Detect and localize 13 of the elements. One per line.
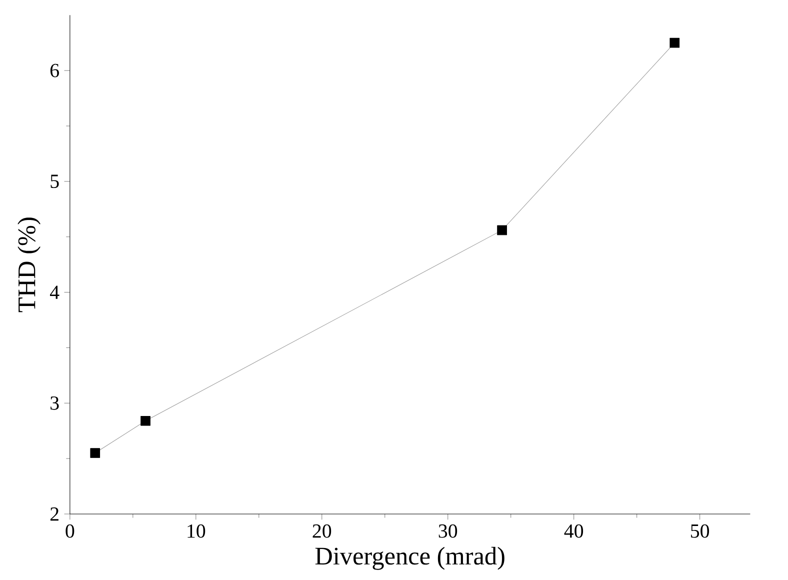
y-tick-label: 4 [50, 286, 60, 299]
y-tick-label: 6 [50, 64, 59, 78]
y-axis-title: THD (%) [18, 218, 40, 312]
x-tick-label: 0 [66, 524, 74, 538]
y-tick-label: 5 [50, 174, 59, 188]
y-tick-label: 3 [50, 396, 59, 410]
x-tick-label: 30 [438, 524, 458, 538]
y-tick-label: 2 [50, 507, 58, 521]
x-tick-label: 20 [312, 524, 332, 538]
x-tick-label: 10 [188, 524, 206, 538]
x-axis-title: Divergence (mrad) [315, 546, 504, 570]
x-tick-label: 40 [564, 524, 584, 538]
x-tick-label: 50 [691, 524, 710, 538]
